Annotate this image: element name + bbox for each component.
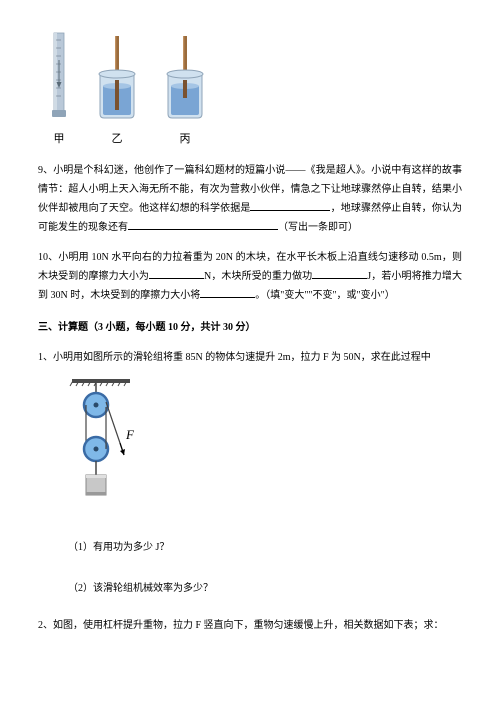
beaker-bing-icon (158, 30, 212, 126)
pulley-figure: F (68, 379, 462, 516)
q10-blank-1 (149, 267, 204, 279)
fig-label-jia: 甲 (54, 129, 65, 150)
fig-jia: 甲 (42, 30, 76, 150)
q3-1-sub2: （2）该滑轮组机械效率为多少？ (68, 579, 462, 598)
fig-yi: 乙 (90, 30, 144, 150)
section-3-title: 三、计算题（3 小题，每小题 10 分，共计 30 分） (38, 318, 462, 337)
q10-blank-3 (200, 286, 255, 298)
q10-text-d: 。（填"变大""不变"，或"变小"） (255, 290, 395, 301)
force-label: F (125, 427, 135, 442)
fig-label-yi: 乙 (112, 129, 123, 150)
q10-text-b: N，木块所受的重力做功 (204, 271, 312, 282)
beaker-yi-icon (90, 30, 144, 126)
q3-2-number: 2、 (38, 620, 53, 631)
q9-blank-1 (250, 199, 330, 211)
pulley-icon: F (68, 379, 154, 509)
question-10: 10、小明用 10N 水平向右的力拉着重为 20N 的木块，在水平长木板上沿直线… (38, 248, 462, 305)
figure-row: 甲 乙 (42, 30, 462, 150)
q9-blank-2 (128, 218, 278, 230)
q3-1-number: 1、 (38, 352, 53, 363)
q3-1-text: 小明用如图所示的滑轮组将重 85N 的物体匀速提升 2m，拉力 F 为 50N，… (53, 352, 431, 363)
q10-number: 10、 (38, 252, 58, 263)
fig-label-bing: 丙 (180, 129, 191, 150)
cylinder-icon (42, 30, 76, 126)
q9-text-c: （写出一条即可） (278, 222, 358, 233)
q3-2-text: 如图，使用杠杆提升重物，拉力 F 竖直向下，重物匀速缓慢上升，相关数据如下表；求… (53, 620, 444, 631)
q10-blank-2 (312, 267, 367, 279)
question-3-1: 1、小明用如图所示的滑轮组将重 85N 的物体匀速提升 2m，拉力 F 为 50… (38, 348, 462, 367)
question-9: 9、小明是个科幻迷，他创作了一篇科幻题材的短篇小说——《我是超人》。小说中有这样… (38, 161, 462, 237)
q3-1-sub1: （1）有用功为多少 J？ (68, 538, 462, 557)
fig-bing: 丙 (158, 30, 212, 150)
question-3-2: 2、如图，使用杠杆提升重物，拉力 F 竖直向下，重物匀速缓慢上升，相关数据如下表… (38, 616, 462, 635)
q9-number: 9、 (38, 165, 53, 176)
